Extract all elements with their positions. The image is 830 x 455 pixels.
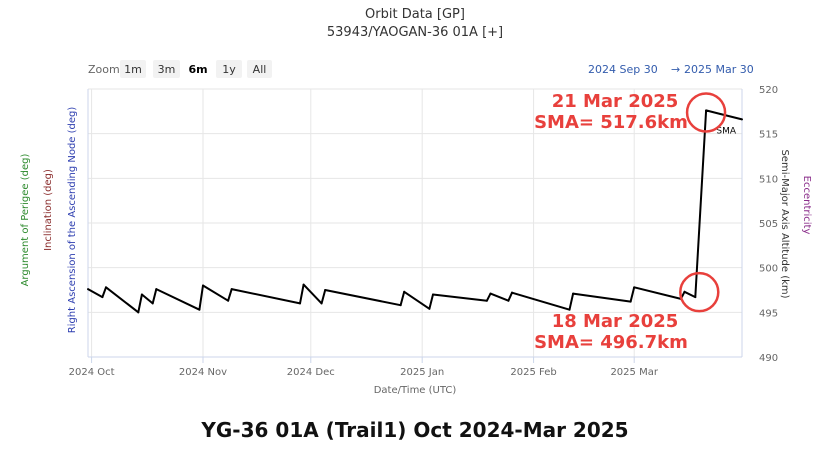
data-point — [507, 299, 510, 302]
annotation-circle-18mar — [679, 271, 720, 313]
y-tick-label: 520 — [759, 85, 778, 96]
data-point — [399, 304, 402, 307]
data-point — [227, 299, 230, 302]
annotation-21mar-date: 21 Mar 2025 — [552, 91, 679, 112]
x-tick-label: 2025 Feb — [510, 367, 556, 378]
zoom-button-1m-bg[interactable] — [120, 60, 146, 78]
data-point — [137, 311, 140, 314]
right-axis-title: Semi-Major Axis Altitude (km) — [779, 149, 790, 298]
data-point — [572, 292, 575, 295]
data-point — [299, 302, 302, 305]
y-tick-label: 515 — [759, 130, 778, 141]
zoom-button-1y-bg[interactable] — [216, 60, 242, 78]
data-point — [511, 291, 514, 294]
data-point — [568, 308, 571, 311]
annotation-18mar-sma: SMA= 496.7km — [534, 332, 688, 353]
range-from: 2024 Sep 30 — [588, 63, 658, 76]
data-point — [485, 299, 488, 302]
zoom-label: Zoom — [88, 63, 120, 76]
series-layer: SMA — [87, 109, 743, 314]
x-tick-label: 2025 Jan — [400, 367, 444, 378]
zoom-button-3m[interactable]: 3m — [158, 63, 176, 76]
gridlines — [87, 88, 743, 358]
data-point — [683, 290, 686, 293]
zoom-button-1m[interactable]: 1m — [124, 63, 142, 76]
annotation-18mar-date: 18 Mar 2025 — [552, 311, 679, 332]
series-end-label: SMA — [716, 126, 736, 136]
data-point — [741, 118, 743, 121]
left-axis-title-3: Right Ascension of the Ascending Node (d… — [67, 107, 78, 334]
y-tick-label: 510 — [759, 174, 778, 185]
y-tick-label: 505 — [759, 219, 778, 230]
right-axis-titles: Eccentricity — [801, 176, 812, 235]
data-point — [104, 286, 107, 289]
left-axis-titles: Argument of Perigee (deg) Inclination (de… — [20, 107, 78, 334]
figure-caption: YG-36 01A (Trail1) Oct 2024-Mar 2025 — [201, 418, 629, 442]
zoom-button-3m-bg[interactable] — [153, 60, 180, 78]
x-axis-title: Date/Time (UTC) — [374, 385, 457, 396]
left-axis-title-2: Inclination (deg) — [43, 169, 54, 251]
data-point — [324, 289, 327, 291]
x-tick-label: 2024 Dec — [287, 367, 335, 378]
zoom-button-1y[interactable]: 1y — [222, 63, 236, 76]
data-point — [705, 109, 708, 112]
y-axis-ticks: 490 495 500 505 510 515 520 — [759, 85, 778, 364]
annotation-circle-21mar — [685, 92, 727, 133]
left-axis-title-1: Argument of Perigee (deg) — [20, 154, 31, 287]
chart-title: Orbit Data [GP] — [365, 7, 465, 22]
data-point — [694, 296, 697, 299]
data-point — [629, 300, 632, 303]
data-point — [87, 288, 89, 291]
data-point — [403, 290, 406, 293]
zoom-buttons: 1m 3m 6m 1y All — [120, 60, 272, 78]
data-point — [140, 293, 143, 296]
y-tick-label: 495 — [759, 308, 778, 319]
data-point — [155, 288, 158, 291]
data-point — [101, 296, 104, 299]
series-line-sma — [87, 109, 743, 314]
zoom-button-All-bg[interactable] — [247, 60, 272, 78]
range-arrow: → — [671, 63, 680, 76]
data-point — [431, 293, 434, 296]
data-point — [151, 302, 154, 305]
data-point — [320, 302, 323, 305]
data-point — [302, 283, 305, 286]
x-tick-label: 2024 Nov — [179, 367, 227, 378]
y-tick-label: 500 — [759, 264, 778, 275]
x-tick-label: 2025 Mar — [610, 367, 658, 378]
chart-panel: Orbit Data [GP] 53943/YAOGAN-36 01A [+] … — [7, 0, 823, 407]
annotation-21mar-sma: SMA= 517.6km — [534, 112, 688, 133]
data-point — [201, 284, 204, 287]
data-point — [633, 286, 636, 289]
data-point — [198, 308, 201, 311]
right-axis-title-eccentricity: Eccentricity — [801, 176, 812, 235]
range-to: 2025 Mar 30 — [684, 63, 754, 76]
data-point — [428, 307, 431, 310]
data-point — [719, 113, 722, 116]
x-axis-ticks: 2024 Oct 2024 Nov 2024 Dec 2025 Jan 2025 Feb… — [69, 357, 659, 378]
x-tick-label: 2024 Oct — [69, 367, 115, 378]
zoom-button-6m[interactable]: 6m — [188, 63, 207, 76]
data-point — [489, 292, 492, 295]
chart-subtitle: 53943/YAOGAN-36 01A [+] — [327, 25, 503, 40]
zoom-button-All[interactable]: All — [253, 63, 267, 76]
data-point — [230, 288, 233, 291]
orbit-chart: Orbit Data [GP] 53943/YAOGAN-36 01A [+] … — [20, 7, 812, 396]
y-tick-label: 490 — [759, 353, 778, 364]
zoom-button-6m-bg[interactable] — [185, 60, 211, 78]
